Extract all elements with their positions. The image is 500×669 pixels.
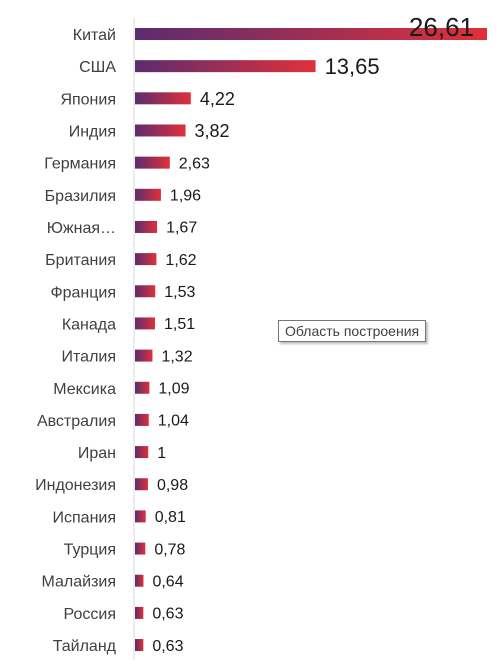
value-label: 0,81	[155, 509, 186, 526]
category-label: Испания	[53, 509, 117, 526]
value-label: 1	[157, 445, 166, 462]
bar	[135, 60, 316, 73]
value-label: 4,22	[200, 89, 235, 109]
value-label: 13,65	[325, 54, 380, 79]
bar	[135, 124, 186, 137]
value-label: 1,62	[165, 252, 196, 269]
category-label: Китай	[73, 27, 116, 44]
category-label: Малайзия	[41, 574, 116, 591]
category-label: Япония	[60, 91, 116, 108]
bar	[135, 156, 170, 169]
category-label: Турция	[64, 542, 116, 559]
bar	[135, 639, 144, 652]
value-label: 0,78	[154, 541, 185, 558]
category-label: Тайланд	[53, 638, 117, 655]
value-label: 1,09	[158, 381, 189, 398]
category-label: Канада	[62, 316, 116, 333]
bar	[135, 285, 156, 298]
category-label: Австралия	[37, 413, 116, 430]
bar	[135, 28, 487, 40]
category-label: Германия	[44, 156, 116, 173]
value-label: 0,64	[152, 573, 183, 590]
category-label: США	[79, 59, 116, 76]
bar	[135, 349, 153, 362]
value-label: 1,51	[164, 316, 195, 333]
bar	[135, 317, 155, 330]
bar	[135, 253, 157, 266]
bar	[135, 606, 144, 619]
category-label: Россия	[64, 606, 116, 623]
bar	[135, 381, 150, 394]
value-label: 1,04	[158, 413, 189, 430]
value-label: 3,82	[195, 121, 230, 141]
category-label: Иран	[78, 445, 116, 462]
value-label: 0,63	[152, 606, 183, 623]
value-label: 1,96	[170, 188, 201, 205]
category-label: Франция	[50, 284, 116, 301]
value-label: 1,67	[166, 220, 197, 237]
bar	[135, 510, 146, 523]
bar	[135, 574, 144, 587]
value-label: 1,53	[164, 284, 195, 301]
category-label: Индонезия	[35, 477, 116, 494]
bar	[135, 478, 148, 491]
bar	[135, 220, 158, 233]
category-label: Мексика	[53, 381, 116, 398]
value-label: 26,61	[409, 12, 474, 42]
value-label: 0,98	[157, 477, 188, 494]
bar	[135, 188, 161, 201]
category-label: Италия	[62, 349, 116, 366]
value-label: 1,32	[161, 348, 192, 365]
category-label: Британия	[45, 252, 116, 269]
category-label: Индия	[69, 123, 116, 140]
value-label: 2,63	[179, 155, 210, 172]
category-label: Южная…	[47, 220, 116, 237]
bar	[135, 446, 149, 459]
bar	[135, 413, 149, 426]
bar	[135, 92, 191, 105]
category-label: Бразилия	[45, 188, 116, 205]
chart-area-tooltip: Область построения	[278, 320, 427, 342]
value-label: 0,63	[152, 638, 183, 655]
bar	[135, 542, 146, 555]
